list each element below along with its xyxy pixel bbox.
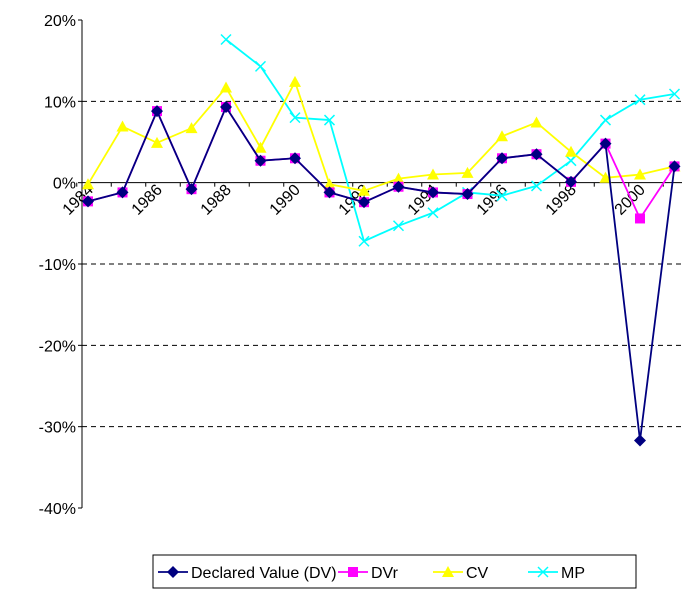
point [323, 114, 336, 126]
legend-label: CV [466, 565, 489, 582]
legend-label: DVr [371, 565, 399, 582]
point [634, 434, 646, 447]
point [634, 168, 646, 180]
point [151, 136, 163, 148]
point [358, 184, 370, 196]
legend-marker [442, 566, 454, 577]
point [220, 81, 232, 93]
point [496, 152, 508, 165]
point [323, 178, 336, 190]
point [185, 122, 198, 134]
point [668, 88, 681, 100]
point [254, 141, 267, 153]
point [565, 145, 577, 157]
y-tick-label: 20% [44, 13, 76, 30]
point [668, 160, 681, 173]
point [530, 180, 543, 192]
point [82, 178, 94, 190]
point [427, 168, 439, 180]
legend-label: MP [561, 565, 585, 582]
point [530, 116, 543, 128]
point [289, 112, 301, 124]
point [599, 114, 612, 126]
y-tick-label: 0% [53, 176, 76, 193]
series-line [225, 38, 675, 243]
y-tick-label: -10% [39, 257, 76, 274]
point [392, 180, 405, 193]
point [392, 172, 405, 184]
legend: Declared Value (DV) DVr CV MP [152, 554, 637, 589]
y-tick-label: -20% [39, 338, 76, 355]
point [427, 186, 439, 199]
point [116, 120, 129, 132]
point [599, 137, 612, 150]
point [358, 196, 370, 209]
x-tick-label: 1988 [198, 181, 235, 218]
x-tick-label: 1998 [543, 181, 580, 218]
y-tick-label: -30% [39, 420, 76, 437]
point [358, 235, 370, 247]
x-tick-label: 1986 [129, 181, 166, 218]
point [565, 175, 577, 188]
point [599, 171, 612, 183]
point [220, 33, 232, 46]
y-tick-label: -40% [39, 501, 76, 518]
legend-marker [348, 567, 358, 577]
point [82, 195, 94, 208]
point [289, 75, 301, 87]
point [185, 183, 198, 196]
series-line [87, 79, 675, 192]
point [461, 166, 474, 178]
point [254, 154, 267, 167]
series-line [87, 105, 676, 441]
point [634, 94, 646, 106]
point [116, 186, 129, 199]
legend-marker [167, 566, 179, 578]
point [461, 188, 474, 201]
legend-marker [537, 566, 549, 578]
point [289, 152, 301, 165]
point [496, 130, 508, 142]
point [635, 213, 645, 224]
x-tick-label: 1994 [405, 181, 442, 218]
point [496, 190, 508, 202]
point [565, 155, 577, 167]
point [151, 105, 163, 118]
x-tick-label: 1990 [267, 181, 304, 218]
point [392, 220, 405, 232]
y-tick-label: 10% [44, 94, 76, 111]
point [323, 186, 336, 199]
point [530, 148, 543, 161]
point [427, 207, 439, 219]
legend-label: Declared Value (DV) [191, 565, 337, 582]
point [220, 101, 232, 114]
point [254, 60, 267, 72]
